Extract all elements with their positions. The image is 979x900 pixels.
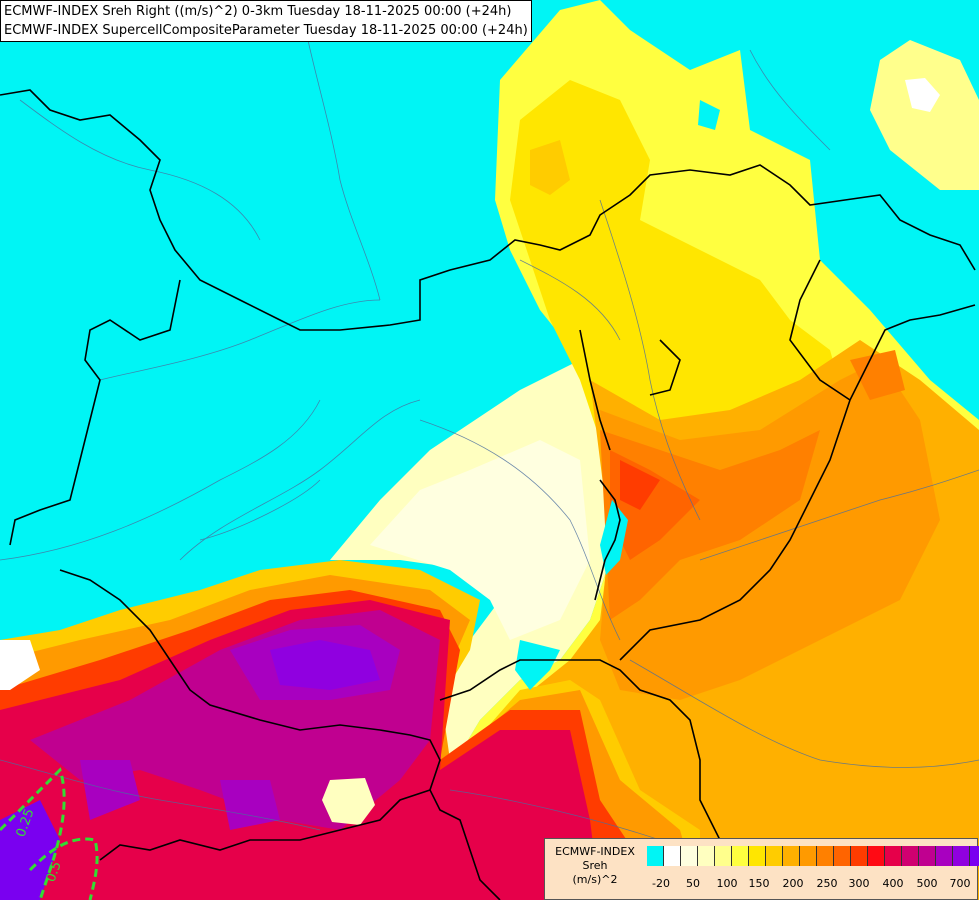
legend-tick-label: 150 bbox=[748, 877, 770, 890]
legend-title-line3: (m/s)^2 bbox=[572, 873, 618, 886]
map-title-box: ECMWF-INDEX Sreh Right ((m/s)^2) 0-3km T… bbox=[0, 0, 532, 42]
legend-swatch bbox=[647, 846, 664, 866]
legend-title-line1: ECMWF-INDEX bbox=[555, 845, 635, 858]
legend-swatch bbox=[698, 846, 715, 866]
country-borders bbox=[0, 89, 976, 900]
legend-swatch bbox=[936, 846, 953, 866]
legend-swatch bbox=[715, 846, 732, 866]
legend-swatch bbox=[885, 846, 902, 866]
color-legend: ECMWF-INDEX Sreh (m/s)^2 -20 50 100 150 200 2… bbox=[544, 838, 979, 900]
title-line-scp: ECMWF-INDEX SupercellCompositeParameter … bbox=[4, 23, 528, 38]
legend-tick-label: 500 bbox=[916, 877, 938, 890]
legend-swatch bbox=[953, 846, 970, 866]
legend-tick-label: 200 bbox=[782, 877, 804, 890]
legend-tick-label: 100 bbox=[716, 877, 738, 890]
legend-swatch bbox=[681, 846, 698, 866]
legend-swatch bbox=[868, 846, 885, 866]
legend-swatch bbox=[749, 846, 766, 866]
legend-tick-label: 50 bbox=[686, 877, 700, 890]
legend-title: ECMWF-INDEX Sreh (m/s)^2 bbox=[549, 845, 641, 887]
legend-swatch bbox=[902, 846, 919, 866]
legend-tick-label: 250 bbox=[816, 877, 838, 890]
legend-swatch bbox=[919, 846, 936, 866]
contour-label-05: 0.5 bbox=[44, 860, 65, 885]
legend-swatch bbox=[834, 846, 851, 866]
legend-tick-label: 400 bbox=[882, 877, 904, 890]
legend-swatch bbox=[664, 846, 681, 866]
legend-title-line2: Sreh bbox=[582, 859, 608, 872]
legend-tick-label: 300 bbox=[848, 877, 870, 890]
legend-ticks: -20 50 100 150 200 250 300 400 500 700 bbox=[647, 877, 977, 891]
legend-swatch bbox=[800, 846, 817, 866]
legend-swatch bbox=[783, 846, 800, 866]
scp-contours bbox=[0, 767, 99, 900]
legend-swatch bbox=[970, 846, 979, 866]
legend-tick-label: -20 bbox=[652, 877, 670, 890]
legend-tick-label: 700 bbox=[949, 877, 971, 890]
legend-swatch bbox=[732, 846, 749, 866]
legend-color-bar bbox=[647, 846, 979, 866]
legend-swatch bbox=[851, 846, 868, 866]
legend-swatch bbox=[817, 846, 834, 866]
legend-swatch bbox=[766, 846, 783, 866]
title-line-sreh: ECMWF-INDEX Sreh Right ((m/s)^2) 0-3km T… bbox=[4, 4, 512, 19]
